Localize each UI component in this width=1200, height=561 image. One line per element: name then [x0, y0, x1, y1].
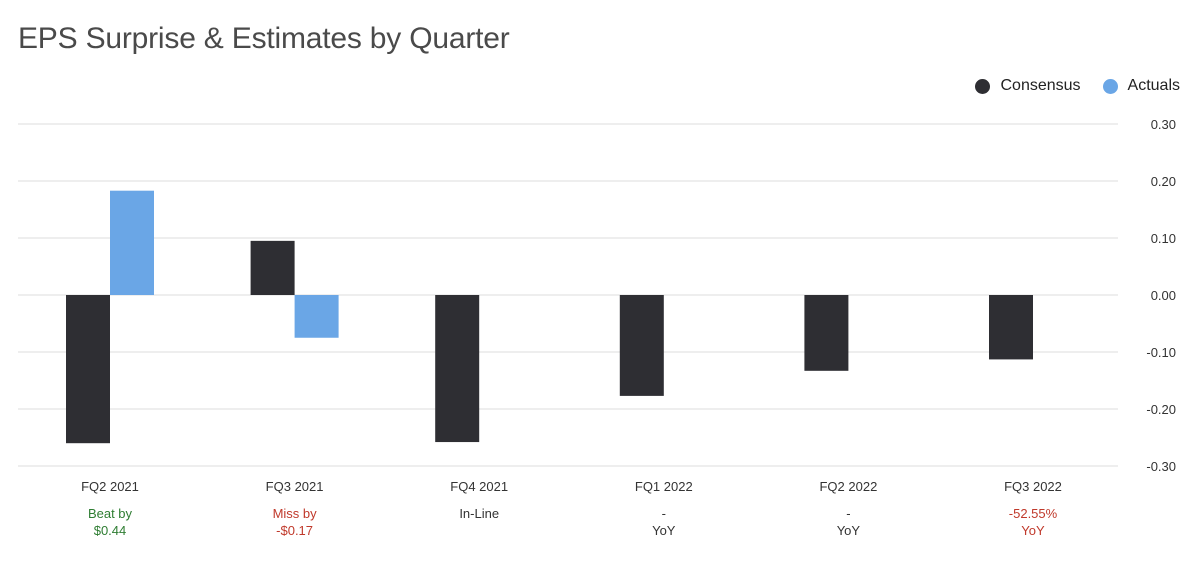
y-tick-label: 0.30: [1151, 117, 1176, 132]
bar-actuals-fq2-2021[interactable]: [110, 190, 154, 295]
x-category-label: FQ4 2021: [450, 479, 508, 494]
surprise-label-line1: -: [662, 506, 666, 521]
bar-consensus-fq2-2021[interactable]: [66, 295, 110, 444]
bar-consensus-fq1-2022[interactable]: [619, 295, 664, 396]
surprise-label-line1: In-Line: [459, 506, 499, 521]
surprise-label-line1: -52.55%: [1009, 506, 1058, 521]
bar-consensus-fq4-2021[interactable]: [435, 295, 480, 443]
y-tick-label: -0.30: [1146, 459, 1176, 474]
surprise-label-line2: $0.44: [94, 523, 127, 538]
legend-label-actuals: Actuals: [1127, 77, 1180, 94]
legend: Consensus Actuals: [975, 77, 1180, 95]
legend-label-consensus: Consensus: [1000, 77, 1081, 94]
x-category-label: FQ1 2022: [635, 479, 693, 494]
y-tick-label: 0.10: [1151, 231, 1176, 246]
x-category-label: FQ3 2021: [266, 479, 324, 494]
legend-dot-actuals: [1102, 78, 1118, 94]
y-tick-label: 0.00: [1151, 288, 1176, 303]
legend-item-actuals[interactable]: Actuals: [1102, 77, 1180, 95]
surprise-label-line1: Miss by: [273, 506, 318, 521]
x-category-label: FQ2 2022: [819, 479, 877, 494]
surprise-label-line2: YoY: [652, 523, 676, 538]
surprise-label-line1: -: [846, 506, 850, 521]
y-tick-label: 0.20: [1151, 174, 1176, 189]
bar-consensus-fq3-2021[interactable]: [250, 240, 295, 295]
bar-actuals-fq3-2021[interactable]: [294, 295, 339, 338]
surprise-label-line1: Beat by: [88, 506, 133, 521]
legend-item-consensus[interactable]: Consensus: [975, 77, 1081, 95]
surprise-label-line2: YoY: [837, 523, 861, 538]
bar-consensus-fq2-2022[interactable]: [804, 295, 849, 371]
bar-consensus-fq3-2022[interactable]: [989, 295, 1033, 360]
x-category-label: FQ3 2022: [1004, 479, 1062, 494]
chart-title: EPS Surprise & Estimates by Quarter: [18, 22, 510, 55]
legend-dot-consensus: [975, 78, 991, 94]
x-category-label: FQ2 2021: [81, 479, 139, 494]
y-tick-label: -0.10: [1146, 345, 1176, 360]
y-tick-label: -0.20: [1146, 402, 1176, 417]
surprise-label-line2: YoY: [1021, 523, 1045, 538]
surprise-label-line2: -$0.17: [276, 523, 313, 538]
